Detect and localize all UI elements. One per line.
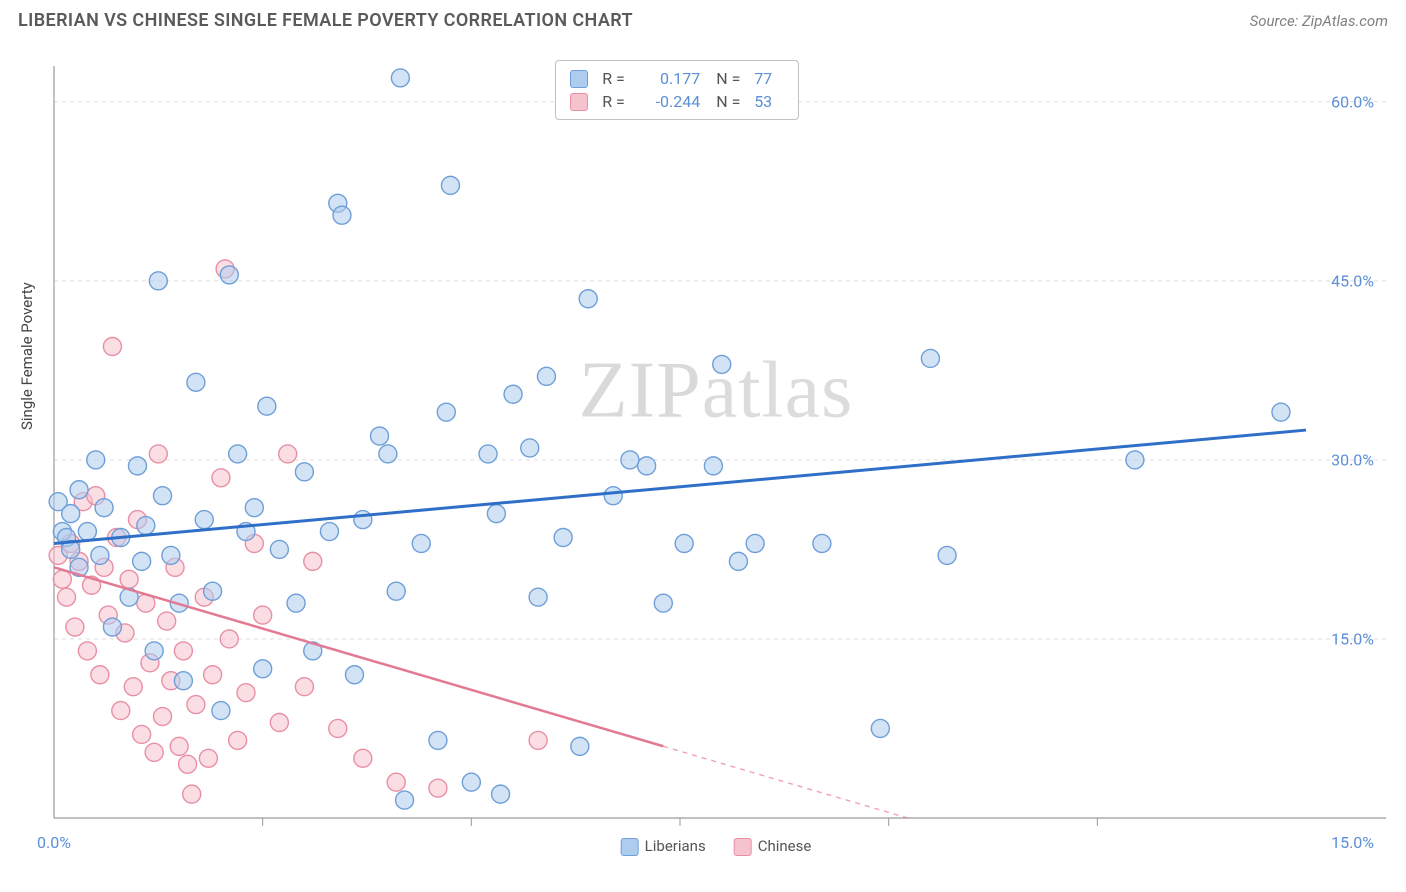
legend-swatch bbox=[734, 838, 752, 856]
y-tick-label: 15.0% bbox=[1331, 629, 1374, 648]
plot-svg bbox=[46, 48, 1386, 828]
y-axis-label: Single Female Poverty bbox=[18, 282, 36, 430]
x-tick-label: 15.0% bbox=[1331, 833, 1374, 852]
stats-swatch bbox=[570, 70, 588, 88]
chart-title: LIBERIAN VS CHINESE SINGLE FEMALE POVERT… bbox=[18, 10, 633, 31]
stats-row: R = 0.177 N = 77 bbox=[570, 67, 784, 90]
n-value: 53 bbox=[754, 92, 784, 111]
stats-row: R = -0.244 N = 53 bbox=[570, 90, 784, 113]
y-tick-label: 60.0% bbox=[1331, 92, 1374, 111]
r-label: R = bbox=[602, 92, 632, 111]
n-label: N = bbox=[716, 69, 746, 88]
source-attribution: Source: ZipAtlas.com bbox=[1250, 12, 1388, 30]
series-legend: Liberians Chinese bbox=[621, 837, 812, 856]
x-tick-label: 0.0% bbox=[37, 833, 71, 852]
legend-item: Chinese bbox=[734, 837, 812, 856]
r-value: 0.177 bbox=[640, 69, 700, 88]
stats-legend: R = 0.177 N = 77 R = -0.244 N = 53 bbox=[555, 60, 799, 120]
r-label: R = bbox=[602, 69, 632, 88]
y-tick-label: 45.0% bbox=[1331, 271, 1374, 290]
r-value: -0.244 bbox=[640, 92, 700, 111]
chart-header: LIBERIAN VS CHINESE SINGLE FEMALE POVERT… bbox=[0, 0, 1406, 39]
n-value: 77 bbox=[754, 69, 784, 88]
legend-label: Chinese bbox=[758, 837, 812, 855]
scatter-plot: ZIPatlas R =0.177N =77R =-0.244N =53 Lib… bbox=[46, 48, 1386, 828]
legend-item: Liberians bbox=[621, 837, 706, 856]
legend-swatch bbox=[621, 838, 639, 856]
legend-label: Liberians bbox=[645, 837, 706, 855]
stats-swatch bbox=[570, 93, 588, 111]
y-tick-label: 30.0% bbox=[1331, 450, 1374, 469]
n-label: N = bbox=[716, 92, 746, 111]
